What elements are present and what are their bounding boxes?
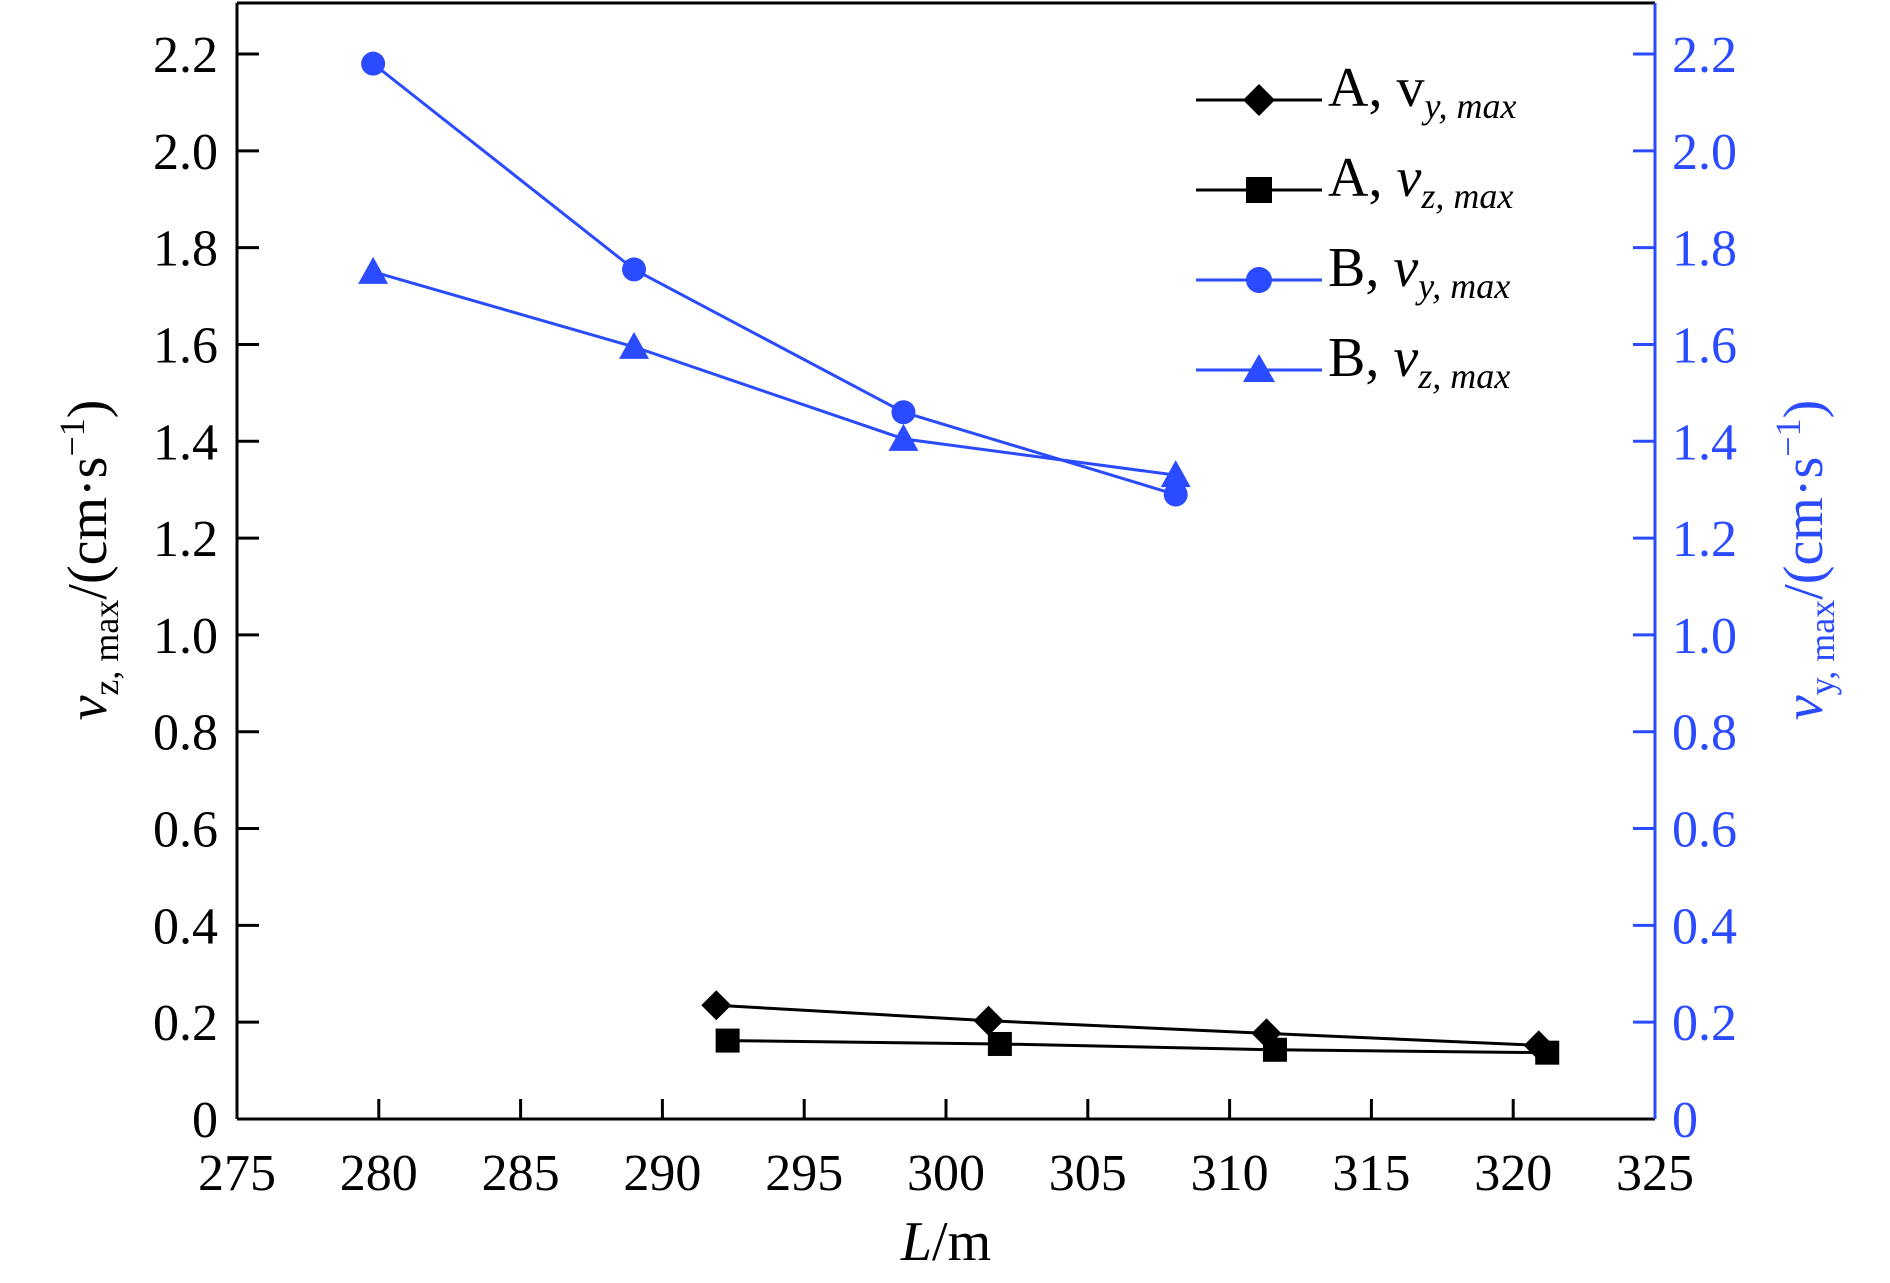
data-point-b-vz — [888, 423, 919, 451]
x-tick-label: 290 — [623, 1145, 701, 1202]
data-point-b-vy — [361, 51, 386, 76]
right-y-tick-label: 1.6 — [1672, 317, 1737, 374]
x-tick-label: 285 — [482, 1145, 560, 1202]
data-point-b-vz — [358, 256, 389, 284]
left-y-tick-label: 0.6 — [153, 802, 218, 859]
x-tick-label: 315 — [1332, 1145, 1410, 1202]
x-tick-label: 325 — [1616, 1145, 1694, 1202]
right-y-axis-title: vy, max/(cm·s−1) — [1768, 400, 1842, 721]
right-y-tick-label: 2.2 — [1672, 27, 1737, 84]
legend-entry-a-vz: A, vz, max — [1196, 147, 1513, 216]
left-y-tick-label: 1.0 — [153, 608, 218, 665]
data-point-b-vy — [891, 400, 916, 425]
left-y-tick-label: 1.8 — [153, 221, 218, 278]
series-line-a-vz — [727, 1039, 1548, 1055]
series-line-a-vy — [716, 1003, 1539, 1047]
data-point-b-vy — [622, 257, 647, 282]
left-y-axis-title: vz, max/(cm·s−1) — [52, 400, 126, 721]
right-y-tick-label: 0.4 — [1672, 898, 1737, 955]
series-line-b-vy — [372, 62, 1177, 496]
x-tick-label: 320 — [1474, 1145, 1552, 1202]
legend-label-a-vz: A, vz, max — [1328, 147, 1513, 216]
data-point-a-vz — [1262, 1037, 1287, 1062]
x-tick-label: 280 — [340, 1145, 418, 1202]
legend-marker-b-vz — [1243, 354, 1275, 382]
right-y-tick-label: 0.6 — [1672, 802, 1737, 859]
data-point-b-vz — [1160, 460, 1191, 488]
left-y-tick-label: 2.0 — [153, 124, 218, 181]
x-tick-label: 275 — [198, 1145, 276, 1202]
legend-label-b-vz: B, vz, max — [1328, 327, 1510, 396]
left-y-tick-label: 1.6 — [153, 317, 218, 374]
legend-entry-b-vy: B, vy, max — [1196, 237, 1510, 306]
x-tick-label: 310 — [1191, 1145, 1269, 1202]
x-axis-ticks: 275 280 285 290 295 300 305 310 315 320 325 — [198, 1099, 1694, 1202]
x-axis-title: L/m — [900, 1211, 991, 1273]
right-y-tick-label: 1.8 — [1672, 221, 1737, 278]
data-point-a-vz — [1535, 1040, 1560, 1065]
left-y-tick-label: 2.2 — [153, 27, 218, 84]
legend-marker-b-vy — [1246, 267, 1272, 293]
legend-label-a-vy: A, vy, max — [1328, 57, 1516, 126]
right-y-tick-label: 0.8 — [1672, 705, 1737, 762]
legend-entry-b-vz: B, vz, max — [1196, 327, 1510, 396]
legend-entry-a-vy: A, vy, max — [1196, 57, 1516, 126]
data-point-a-vy — [701, 990, 732, 1021]
legend-marker-a-vy — [1243, 84, 1275, 116]
left-y-tick-label: 1.2 — [153, 511, 218, 568]
right-y-tick-label: 0.2 — [1672, 995, 1737, 1052]
data-point-a-vy — [973, 1005, 1004, 1036]
series-layer — [358, 51, 1560, 1065]
left-y-tick-label: 0.2 — [153, 995, 218, 1052]
data-point-b-vz — [619, 331, 650, 359]
x-tick-label: 300 — [907, 1145, 985, 1202]
right-y-tick-label: 1.4 — [1672, 414, 1737, 471]
left-y-tick-label: 0.4 — [153, 898, 218, 955]
legend: A, vy, max A, vz, max B, vy, max B, vz, … — [1196, 57, 1516, 396]
right-y-tick-label: 0 — [1672, 1092, 1698, 1149]
x-tick-label: 305 — [1049, 1145, 1127, 1202]
right-y-tick-label: 1.0 — [1672, 608, 1737, 665]
data-point-b-vy — [1163, 482, 1188, 507]
left-y-tick-label: 1.4 — [153, 414, 218, 471]
legend-marker-a-vz — [1246, 177, 1272, 203]
right-y-axis-ticks: 0 0.2 0.4 0.6 0.8 1.0 1.2 1.4 1.6 1.8 2.0 2.2 — [1633, 27, 1737, 1149]
right-y-tick-label: 2.0 — [1672, 124, 1737, 181]
left-y-tick-label: 0 — [192, 1092, 218, 1149]
legend-label-b-vy: B, vy, max — [1328, 237, 1510, 306]
series-line-b-vz — [372, 270, 1176, 477]
data-point-a-vz — [987, 1031, 1012, 1056]
x-tick-label: 295 — [765, 1145, 843, 1202]
data-point-a-vz — [715, 1028, 740, 1053]
left-y-tick-label: 0.8 — [153, 705, 218, 762]
left-y-axis-ticks: 0 0.2 0.4 0.6 0.8 1.0 1.2 1.4 1.6 1.8 2.0 2.2 — [153, 27, 259, 1149]
right-y-tick-label: 1.2 — [1672, 511, 1737, 568]
